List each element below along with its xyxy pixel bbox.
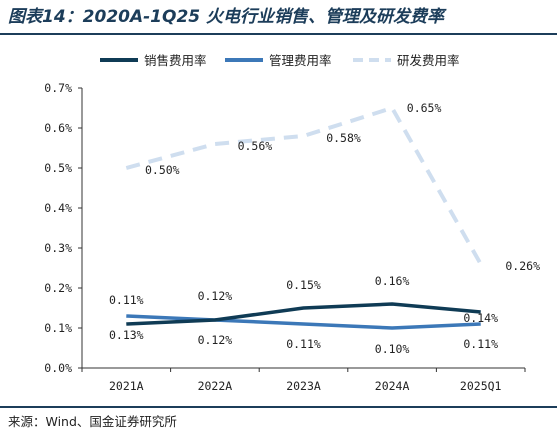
y-tick-label: 0.2% [44,281,72,295]
x-tick-label: 2025Q1 [460,379,502,393]
data-label: 0.16% [375,274,410,288]
series-line-3 [125,106,483,265]
x-tick-label: 2021A [109,379,144,393]
source-rule [0,406,557,408]
data-label: 0.13% [109,328,144,342]
data-label: 0.12% [198,289,233,303]
data-label: 0.10% [375,342,410,356]
chart-title: 图表14：2020A-1Q25 火电行业销售、管理及研发费率 [8,7,445,27]
legend-label: 研发费用率 [397,53,460,68]
y-tick-label: 0.5% [44,161,72,175]
data-label: 0.58% [326,131,361,145]
data-label: 0.26% [505,259,540,273]
data-label: 0.56% [238,139,273,153]
y-tick-label: 0.4% [44,201,72,215]
y-tick-label: 0.6% [44,121,72,135]
legend-label: 销售费用率 [144,53,207,68]
data-label: 0.50% [145,163,180,177]
title-rule [0,33,557,35]
x-tick-label: 2024A [375,379,410,393]
y-tick-label: 0.1% [44,321,72,335]
line-chart: 0.0% 0.1% 0.2% 0.3% 0.4% 0.5% 0.6% 0.7% 2021A 202… [44,53,540,393]
x-tick-label: 2023A [286,379,321,393]
data-label: 0.15% [286,278,321,292]
data-label: 0.11% [286,337,321,351]
data-label: 0.65% [407,101,442,115]
data-label: 0.11% [109,293,144,307]
y-tick-label: 0.3% [44,241,72,255]
source-note: 来源：Wind、国金证券研究所 [8,414,177,429]
data-label: 0.11% [463,337,498,351]
series-line-1 [126,302,481,326]
legend-label: 管理费用率 [269,53,332,68]
data-label: 0.14% [463,311,498,325]
data-label: 0.12% [198,333,233,347]
y-tick-label: 0.0% [44,361,72,375]
y-tick-label: 0.7% [44,81,72,95]
x-tick-label: 2022A [198,379,233,393]
series-line-2 [126,314,481,330]
